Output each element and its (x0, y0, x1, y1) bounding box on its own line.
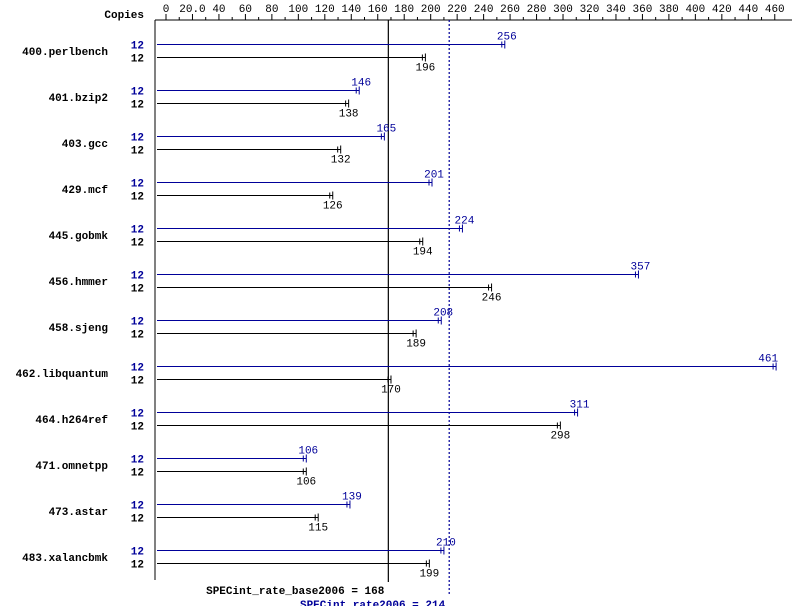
value-base: 106 (296, 477, 316, 489)
axis-tick-label: 360 (633, 4, 653, 16)
copies-base: 12 (131, 330, 144, 342)
copies-base: 12 (131, 422, 144, 434)
value-base: 138 (339, 109, 359, 121)
value-peak: 311 (570, 400, 590, 412)
copies-peak: 12 (131, 41, 144, 53)
value-base: 126 (323, 201, 343, 213)
copies-base: 12 (131, 560, 144, 572)
axis-tick-label: 320 (580, 4, 600, 16)
axis-tick-label: 220 (447, 4, 467, 16)
benchmark-name: 464.h264ref (35, 415, 108, 427)
copies-base: 12 (131, 192, 144, 204)
value-peak: 208 (433, 308, 453, 320)
copies-peak: 12 (131, 179, 144, 191)
value-base: 196 (415, 63, 435, 75)
benchmark-name: 429.mcf (62, 185, 109, 197)
value-base: 170 (381, 385, 401, 397)
value-peak: 146 (351, 78, 371, 90)
value-peak: 106 (298, 446, 318, 458)
axis-tick-label: 300 (553, 4, 573, 16)
value-peak: 139 (342, 492, 362, 504)
axis-tick-label: 340 (606, 4, 626, 16)
value-peak: 210 (436, 538, 456, 550)
value-peak: 256 (497, 32, 517, 44)
value-base: 115 (308, 523, 328, 535)
copies-base: 12 (131, 146, 144, 158)
axis-tick-label: 60 (239, 4, 252, 16)
value-peak: 165 (376, 124, 396, 136)
copies-peak: 12 (131, 87, 144, 99)
copies-base: 12 (131, 284, 144, 296)
value-base: 132 (331, 155, 351, 167)
benchmark-name: 462.libquantum (16, 369, 109, 381)
benchmark-name: 445.gobmk (49, 231, 109, 243)
axis-tick-label: 200 (421, 4, 441, 16)
copies-base: 12 (131, 238, 144, 250)
axis-tick-label: 0 (163, 4, 170, 16)
axis-tick-label: 440 (738, 4, 758, 16)
copies-base: 12 (131, 468, 144, 480)
axis-tick-label: 240 (474, 4, 494, 16)
axis-tick-label: 400 (685, 4, 705, 16)
benchmark-name: 403.gcc (62, 139, 108, 151)
axis-tick-label: 40 (212, 4, 225, 16)
copies-base: 12 (131, 514, 144, 526)
axis-tick-label: 140 (341, 4, 361, 16)
axis-tick-label: 280 (527, 4, 547, 16)
copies-base: 12 (131, 100, 144, 112)
copies-base: 12 (131, 54, 144, 66)
copies-peak: 12 (131, 133, 144, 145)
ref-label-peak: SPECint_rate2006 = 214 (300, 600, 446, 606)
benchmark-name: 458.sjeng (49, 323, 108, 335)
axis-tick-label: 420 (712, 4, 732, 16)
copies-peak: 12 (131, 409, 144, 421)
copies-header: Copies (104, 10, 144, 22)
axis-tick-label: 120 (315, 4, 335, 16)
copies-base: 12 (131, 376, 144, 388)
value-peak: 461 (758, 354, 778, 366)
benchmark-name: 400.perlbench (22, 47, 108, 59)
benchmark-name: 471.omnetpp (35, 461, 108, 473)
value-peak: 357 (631, 262, 651, 274)
benchmark-name: 483.xalancbmk (22, 553, 108, 565)
chart-background (0, 0, 799, 606)
axis-tick-label: 460 (765, 4, 785, 16)
copies-peak: 12 (131, 225, 144, 237)
value-base: 189 (406, 339, 426, 351)
benchmark-name: 401.bzip2 (49, 93, 108, 105)
value-base: 298 (550, 431, 570, 443)
value-peak: 224 (455, 216, 475, 228)
axis-tick-label: 20.0 (179, 4, 205, 16)
copies-peak: 12 (131, 547, 144, 559)
ref-label-base: SPECint_rate_base2006 = 168 (206, 586, 385, 598)
copies-peak: 12 (131, 271, 144, 283)
axis-tick-label: 100 (288, 4, 308, 16)
axis-tick-label: 160 (368, 4, 388, 16)
axis-tick-label: 180 (394, 4, 414, 16)
copies-peak: 12 (131, 455, 144, 467)
copies-peak: 12 (131, 363, 144, 375)
value-base: 246 (482, 293, 502, 305)
axis-tick-label: 260 (500, 4, 520, 16)
value-peak: 201 (424, 170, 444, 182)
copies-peak: 12 (131, 501, 144, 513)
value-base: 194 (413, 247, 433, 259)
axis-tick-label: 380 (659, 4, 679, 16)
axis-tick-label: 80 (265, 4, 278, 16)
value-base: 199 (419, 569, 439, 581)
copies-peak: 12 (131, 317, 144, 329)
spec-rate-chart: 0 20.0 40 60 80 100 120 140 160 180 200 220 240 260 28… (0, 0, 799, 606)
benchmark-name: 473.astar (49, 507, 108, 519)
benchmark-name: 456.hmmer (49, 277, 108, 289)
